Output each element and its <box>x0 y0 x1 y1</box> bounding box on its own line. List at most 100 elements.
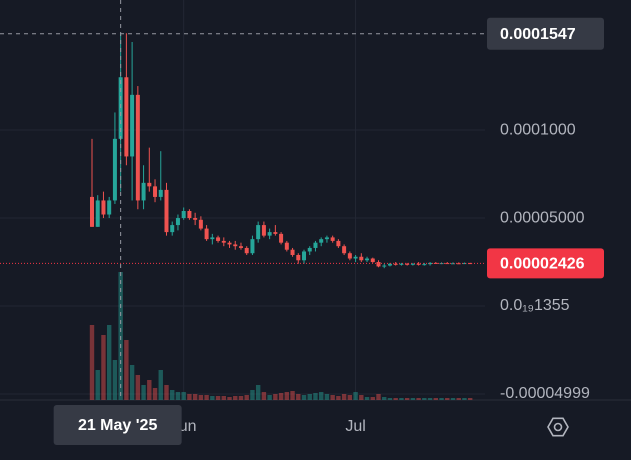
y-tick-label: 0.00005000 <box>500 209 585 226</box>
candle-body <box>376 262 381 267</box>
crosshair-time-label: 21 May '25 <box>78 417 158 434</box>
volume-bar <box>187 394 192 400</box>
candle-body <box>164 189 169 233</box>
candle-body <box>468 263 473 265</box>
volume-bar <box>284 392 290 400</box>
volume-bar <box>210 396 215 400</box>
volume-bar <box>353 392 358 400</box>
candle-body <box>370 258 375 263</box>
candle-body <box>353 256 358 259</box>
volume-bar <box>147 380 152 400</box>
y-tick-label: 0.0₁₉1355 <box>500 297 570 314</box>
candle-body <box>238 246 243 248</box>
candle-body <box>359 256 364 261</box>
volume-bar <box>341 394 347 400</box>
volume-bar <box>462 398 467 400</box>
candle-body <box>124 77 129 157</box>
y-tick-label: -0.00004999 <box>500 385 590 402</box>
candle-body <box>387 263 392 266</box>
candle-body <box>382 265 387 267</box>
volume-bar <box>439 398 444 400</box>
candle-body <box>95 200 100 227</box>
candle-body <box>365 258 370 261</box>
volume-bar <box>382 397 387 400</box>
volume-bar <box>330 395 335 400</box>
volume-bar <box>250 390 255 400</box>
crosshair-time-box <box>53 405 182 445</box>
volume-bar <box>112 360 118 400</box>
candle-body <box>462 263 467 265</box>
candle-body <box>393 263 398 265</box>
volume-bar <box>359 395 364 400</box>
candle-body <box>233 244 238 247</box>
candle-body <box>307 247 312 252</box>
volume-bar <box>410 398 416 400</box>
candle-body <box>330 237 335 241</box>
last-price-label: 0.00002426 <box>500 256 585 273</box>
volume-bar <box>101 335 106 400</box>
candle-body <box>342 246 347 254</box>
candle-body <box>284 242 289 250</box>
volume-bar <box>301 395 307 400</box>
volume-bar <box>227 397 232 400</box>
candle-body <box>153 186 158 197</box>
volume-bar <box>313 393 318 400</box>
volume-bar <box>387 398 393 400</box>
volume-bar <box>255 385 261 400</box>
candle-body <box>210 237 215 240</box>
volume-bar <box>427 398 433 400</box>
crosshair-price-label: 0.0001547 <box>500 26 576 43</box>
volume-bar <box>124 340 129 400</box>
volume-bar <box>164 385 169 400</box>
candle-body <box>410 263 415 265</box>
volume-bar <box>336 396 341 400</box>
candle-body <box>428 262 433 265</box>
volume-bar <box>170 390 175 400</box>
candle-body <box>193 218 198 220</box>
x-tick-label: Jul <box>345 418 365 435</box>
volume-bar <box>278 393 284 400</box>
volume-bar <box>95 370 100 400</box>
candle-body <box>290 249 295 255</box>
volume-bar <box>261 392 267 400</box>
settings-icon[interactable] <box>547 417 569 437</box>
volume-bar <box>433 398 438 400</box>
candle-body <box>244 247 249 254</box>
candle-body <box>101 200 106 215</box>
settings-hexagon <box>547 417 569 437</box>
candle-body <box>261 225 266 236</box>
candle-body <box>216 237 221 241</box>
volume-bar <box>370 397 375 400</box>
candle-body <box>456 263 461 265</box>
candle-body <box>170 225 175 233</box>
volume-bar <box>181 392 186 400</box>
candle-body <box>336 240 341 247</box>
candle-body <box>422 264 427 266</box>
candle-body <box>405 263 410 265</box>
volume-bar <box>175 392 181 400</box>
volume-bar <box>152 388 158 400</box>
volume-bar <box>319 392 324 400</box>
volume-bar <box>290 391 295 400</box>
volume-bar <box>376 394 381 400</box>
candle-body <box>181 210 186 219</box>
volume-bar <box>296 394 301 400</box>
candle-body <box>141 182 146 201</box>
candle-body <box>227 242 232 245</box>
volume-bar <box>192 394 198 400</box>
candle-body <box>302 251 307 261</box>
volume-bar <box>129 365 135 400</box>
candle-body <box>267 232 272 236</box>
y-tick-label: 0.0001000 <box>500 121 576 138</box>
volume-bar <box>135 375 141 400</box>
candle-body <box>90 196 94 227</box>
candle-body <box>324 237 329 240</box>
volume-bar <box>347 395 353 400</box>
volume-bar <box>221 396 226 400</box>
volume-bar <box>404 398 410 400</box>
candle-body <box>296 254 301 261</box>
candle-body <box>256 225 261 240</box>
volume-bar <box>416 398 421 400</box>
volume-bar <box>141 385 146 400</box>
